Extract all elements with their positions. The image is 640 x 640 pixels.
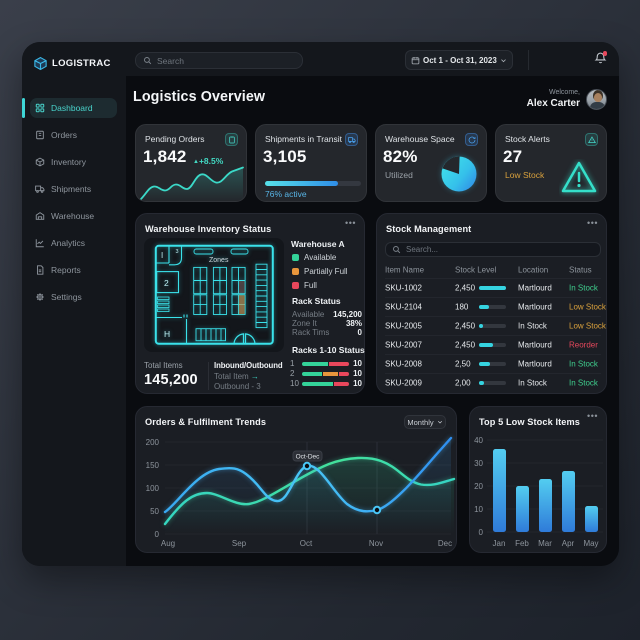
svg-text:40: 40 [474, 436, 483, 445]
svg-text:2: 2 [164, 278, 169, 288]
svg-text:Aug: Aug [161, 539, 175, 548]
svg-text:Zones: Zones [209, 257, 229, 264]
svg-text:H: H [164, 329, 170, 339]
svg-text:I: I [161, 251, 163, 260]
svg-text:Apr: Apr [562, 539, 575, 548]
svg-text:0: 0 [479, 528, 484, 537]
svg-text:3: 3 [176, 249, 179, 255]
svg-text:Dec: Dec [438, 539, 452, 548]
svg-text:Feb: Feb [515, 539, 529, 548]
svg-text:20: 20 [474, 482, 483, 491]
svg-text:May: May [583, 539, 598, 548]
svg-text:50: 50 [150, 507, 159, 516]
svg-text:Oct-Dec: Oct-Dec [296, 453, 321, 460]
svg-text:0: 0 [155, 530, 160, 539]
svg-text:100: 100 [146, 484, 160, 493]
svg-text:10: 10 [474, 505, 483, 514]
svg-text:Jan: Jan [493, 539, 506, 548]
svg-text:Oct: Oct [300, 539, 313, 548]
svg-text:Mar: Mar [538, 539, 552, 548]
svg-text:150: 150 [146, 461, 160, 470]
svg-text:Nov: Nov [369, 539, 383, 548]
svg-text:200: 200 [146, 438, 160, 447]
svg-text:30: 30 [474, 459, 483, 468]
svg-text:Sep: Sep [232, 539, 247, 548]
